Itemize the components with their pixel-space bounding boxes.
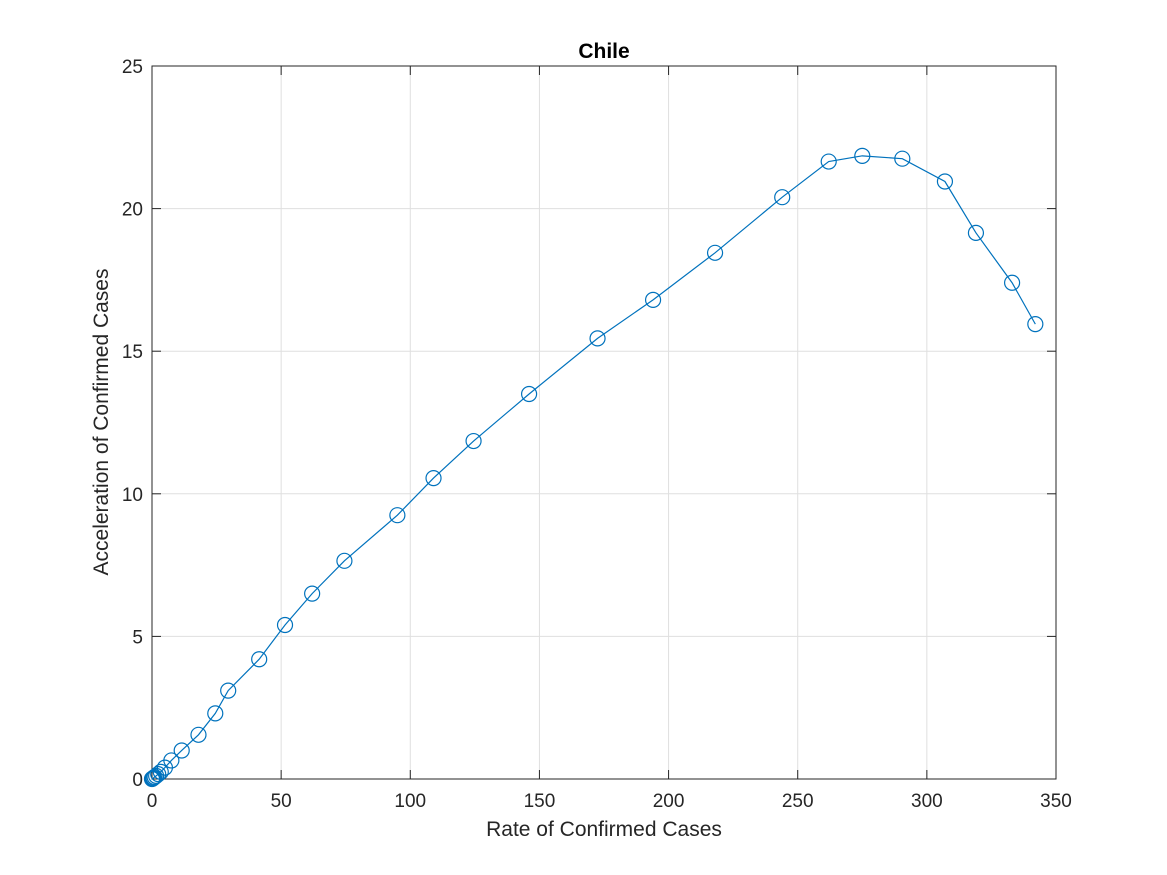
data-point-marker <box>150 766 167 783</box>
y-tick-label: 0 <box>132 770 143 791</box>
x-tick-label: 300 <box>911 791 943 812</box>
y-tick-label: 25 <box>122 57 143 78</box>
y-tick-label: 20 <box>122 200 143 221</box>
data-point-marker <box>425 470 442 487</box>
data-point-marker <box>854 147 871 164</box>
y-tick-label: 10 <box>122 485 143 506</box>
axis-ticks: 0 50 100 150 200 250 300 350 0 5 10 15 20 25 <box>122 57 1072 812</box>
data-point-marker <box>207 705 224 722</box>
data-point-marker <box>894 150 911 167</box>
data-point-marker <box>173 742 190 759</box>
data-point-marker <box>589 330 606 347</box>
x-tick-label: 50 <box>271 791 292 812</box>
plot-area-frame <box>151 65 1057 780</box>
data-point-marker <box>520 385 538 403</box>
data-point-marker <box>276 616 294 634</box>
data-point-marker <box>1003 274 1021 291</box>
data-point-marker <box>148 767 165 784</box>
data-point-marker <box>251 651 268 668</box>
data-point-marker <box>820 153 837 170</box>
y-tick-label: 15 <box>122 342 143 363</box>
data-point-marker <box>706 244 724 261</box>
x-tick-label: 250 <box>782 791 814 812</box>
data-point-marker <box>190 726 207 743</box>
x-tick-label: 0 <box>147 791 158 812</box>
chart-title: Chile <box>578 40 629 63</box>
data-point-marker <box>774 189 791 206</box>
y-tick-label: 5 <box>132 627 143 648</box>
data-point-marker <box>389 507 406 524</box>
data-point-marker <box>152 763 169 780</box>
grid-lines <box>151 65 1057 780</box>
data-point-marker <box>1027 316 1044 333</box>
data-point-marker <box>163 752 180 769</box>
x-tick-label: 150 <box>524 791 556 812</box>
data-point-marker <box>220 682 237 699</box>
y-axis-title: Acceleration of Confirmed Cases <box>90 269 113 576</box>
series-line <box>151 155 1036 780</box>
data-point-marker <box>644 291 662 308</box>
data-point-marker <box>304 585 321 602</box>
x-tick-label: 350 <box>1040 791 1072 812</box>
data-point-marker <box>336 552 353 569</box>
data-point-marker <box>967 224 985 241</box>
data-point-marker <box>146 768 163 786</box>
x-tick-label: 200 <box>653 791 685 812</box>
data-point-marker <box>936 173 954 190</box>
x-axis-title: Rate of Confirmed Cases <box>486 818 722 841</box>
x-tick-label: 100 <box>394 791 426 812</box>
series-layer <box>143 147 1044 788</box>
data-point-marker <box>465 432 482 450</box>
